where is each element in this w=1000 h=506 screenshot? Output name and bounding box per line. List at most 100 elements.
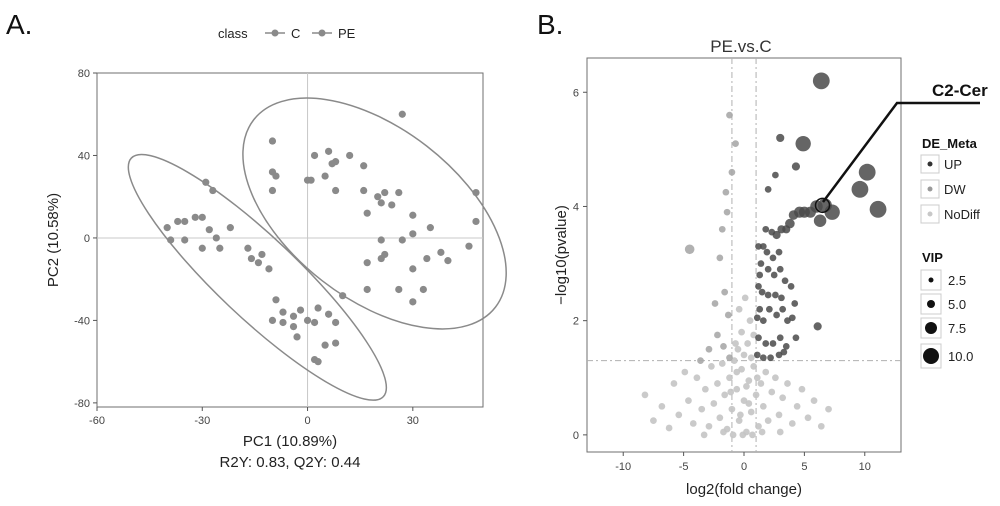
plot-a-ellipses <box>127 97 507 401</box>
point-dw <box>714 331 721 339</box>
point-up <box>758 288 766 296</box>
point-dw <box>728 168 736 176</box>
point-nodiff <box>740 397 748 404</box>
point-nodiff <box>798 385 806 393</box>
point-c <box>247 254 255 263</box>
point-up <box>756 305 764 313</box>
legend-key-dw <box>927 186 933 192</box>
point-c <box>181 217 189 226</box>
point-pe <box>398 110 406 118</box>
point-nodiff <box>705 422 713 430</box>
point-nodiff <box>779 394 787 402</box>
point-up <box>757 260 765 267</box>
point-up <box>762 340 770 347</box>
point-pe <box>268 186 277 195</box>
plot-a-x-ticks: -60 -30 0 30 <box>89 407 419 427</box>
point-dw <box>732 140 739 148</box>
point-c <box>310 318 319 327</box>
point-up <box>769 254 777 262</box>
point-pe <box>321 172 329 180</box>
legend-a-key-pe <box>318 29 326 37</box>
point-pe <box>381 188 389 197</box>
point-nodiff <box>665 424 673 432</box>
panel-a: A. class C PE -60 -30 0 30 -80 -40 0 40 80 PC1 … <box>6 9 507 471</box>
point-up <box>753 314 761 322</box>
point-up <box>778 294 785 302</box>
plot-b-frame <box>586 57 902 453</box>
point-nodiff <box>721 391 729 399</box>
plot-b-x-title: log2(fold change) <box>686 481 802 498</box>
plot-a-y-ticks: -80 -40 0 40 80 <box>74 68 97 410</box>
x-tick-label: 5 <box>801 461 807 473</box>
point-pe <box>374 193 382 201</box>
point-dw <box>722 188 730 196</box>
point-nodiff <box>745 377 753 384</box>
point-c <box>167 236 175 244</box>
legend-vip-entry-3: 7.5 <box>948 321 966 336</box>
point-dw <box>726 111 733 119</box>
point-pe <box>398 236 406 244</box>
y-tick-label: -40 <box>74 315 90 327</box>
plot-b-points <box>641 72 887 439</box>
point-nodiff <box>764 417 772 424</box>
point-up <box>792 334 800 342</box>
point-nodiff <box>650 417 657 424</box>
legend-vip-title: VIP <box>922 250 943 265</box>
point-pe <box>472 217 480 226</box>
point-dw <box>718 225 726 233</box>
point-nodiff <box>720 428 727 436</box>
point-dw <box>716 254 724 262</box>
point-nodiff <box>733 368 741 376</box>
point-up <box>770 271 778 279</box>
plot-a-points <box>163 110 480 366</box>
point-pe <box>444 257 452 265</box>
point-up <box>773 311 780 319</box>
legend-a-key-c <box>271 29 279 37</box>
point-nodiff <box>675 411 683 419</box>
plot-b-threshold-lines <box>587 58 901 452</box>
point-c <box>332 318 340 327</box>
plot-b-x-ticks: -10 -5 0 5 10 <box>615 452 871 473</box>
point-pe <box>272 172 280 180</box>
point-pe <box>360 162 368 170</box>
point-pe <box>423 254 431 263</box>
legend-entry-nodiff: NoDiff <box>944 207 980 222</box>
point-up <box>788 210 799 220</box>
point-c <box>226 224 234 232</box>
point-nodiff <box>768 388 776 396</box>
point-pe <box>363 259 371 267</box>
point-c <box>303 316 312 325</box>
point-nodiff <box>743 382 750 390</box>
y-tick-label: 80 <box>78 68 90 80</box>
point-dw <box>724 311 732 319</box>
point-nodiff <box>729 431 737 439</box>
point-nodiff <box>747 408 755 416</box>
point-c <box>198 213 206 221</box>
point-dw <box>697 357 704 364</box>
point-nodiff <box>737 411 744 419</box>
legend-de-meta-title: DE_Meta <box>922 136 978 151</box>
plot-a-x-title: PC1 (10.89%) <box>243 433 337 450</box>
point-pe <box>332 186 340 195</box>
point-pe <box>472 188 480 197</box>
point-nodiff <box>734 345 742 353</box>
point-c <box>202 178 210 186</box>
point-nodiff <box>732 340 739 347</box>
point-up <box>764 265 772 273</box>
point-nodiff <box>738 328 745 336</box>
point-nodiff <box>752 391 760 399</box>
point-c <box>279 318 287 327</box>
point-nodiff <box>701 385 709 393</box>
point-nodiff <box>758 428 766 436</box>
y-tick-label: 0 <box>84 233 90 245</box>
x-tick-label: -5 <box>679 461 689 473</box>
point-nodiff <box>750 331 758 339</box>
legend-vip: VIP 2.5 5.0 7.5 10.0 <box>920 250 973 369</box>
point-pe <box>409 230 417 238</box>
point-c <box>314 358 322 366</box>
ellipse-pe <box>242 97 507 330</box>
point-dw <box>721 288 729 296</box>
legend-vip-key-1 <box>928 277 934 283</box>
point-up <box>780 348 788 356</box>
point-up <box>781 277 789 285</box>
